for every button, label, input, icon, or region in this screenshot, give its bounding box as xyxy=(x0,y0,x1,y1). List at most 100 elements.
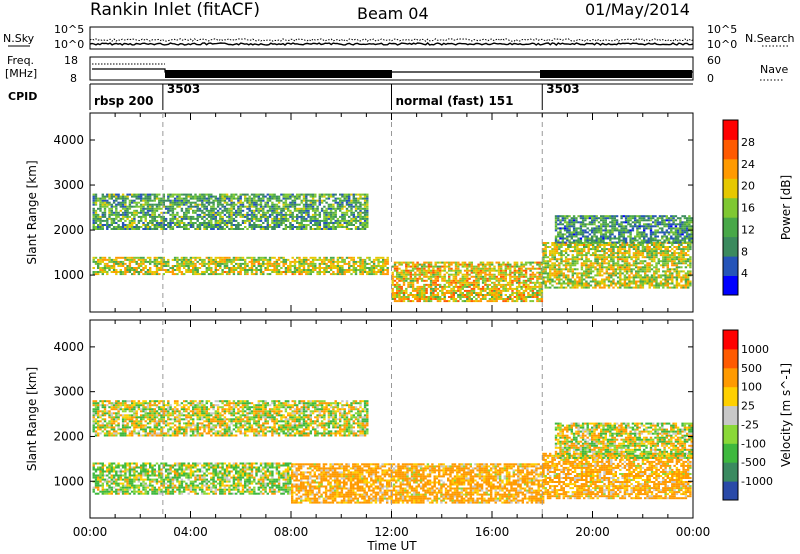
heatmap-cell xyxy=(650,268,654,271)
heatmap-cell xyxy=(450,267,453,270)
heatmap-cell xyxy=(207,226,211,228)
heatmap-cell xyxy=(673,276,676,279)
heatmap-cell xyxy=(250,226,254,228)
heatmap-cell xyxy=(668,254,672,257)
heatmap-cell xyxy=(92,209,95,212)
heatmap-cell xyxy=(579,229,583,232)
heatmap-cell xyxy=(164,211,168,214)
heatmap-cell xyxy=(352,265,355,267)
heatmap-cell xyxy=(500,263,503,266)
heatmap-cell xyxy=(402,300,406,303)
heatmap-cell xyxy=(259,267,263,269)
heatmap-cell xyxy=(583,244,586,246)
heatmap-cell xyxy=(612,286,615,289)
heatmap-cell xyxy=(612,256,615,259)
heatmap-cell xyxy=(117,211,120,214)
heatmap-cell xyxy=(323,258,326,261)
heatmap-cell xyxy=(115,209,118,212)
heatmap-cell xyxy=(546,260,550,263)
heatmap-cell xyxy=(302,199,306,202)
heatmap-cell xyxy=(372,265,376,267)
heatmap-cell xyxy=(176,260,179,263)
heatmap-cell xyxy=(149,260,152,263)
heatmap-cell xyxy=(144,201,147,204)
heatmap-cell xyxy=(571,246,574,248)
heatmap-cell xyxy=(307,271,310,273)
heatmap-cell xyxy=(571,268,574,271)
heatmap-cell xyxy=(632,262,636,265)
heatmap-cell xyxy=(612,254,615,257)
heatmap-cell xyxy=(201,197,204,200)
heatmap-cell xyxy=(429,287,433,290)
heatmap-cell xyxy=(255,213,258,216)
heatmap-cell xyxy=(603,254,606,257)
heatmap-cell xyxy=(180,256,184,259)
heatmap-cell xyxy=(477,285,480,288)
heatmap-cell xyxy=(277,197,281,200)
heatmap-cell xyxy=(110,258,113,261)
heatmap-cell xyxy=(334,209,337,212)
heatmap-cell xyxy=(194,265,197,267)
heatmap-cell xyxy=(352,201,355,204)
heatmap-cell xyxy=(228,256,231,259)
heatmap-cell xyxy=(398,296,401,298)
heatmap-cell xyxy=(452,292,455,294)
heatmap-cell xyxy=(241,213,245,216)
heatmap-cell xyxy=(603,246,606,248)
heatmap-cell xyxy=(684,274,688,277)
heatmap-cell xyxy=(576,252,579,255)
heatmap-cell xyxy=(262,273,265,276)
heatmap-cell xyxy=(300,201,303,204)
heatmap-cell xyxy=(160,269,163,271)
heatmap-cell xyxy=(682,286,685,289)
heatmap-cell xyxy=(551,244,554,246)
heatmap-cell xyxy=(142,262,145,265)
heatmap-cell xyxy=(585,276,588,279)
heatmap-cell xyxy=(237,256,240,259)
heatmap-cell xyxy=(418,289,421,292)
heatmap-cell xyxy=(185,260,188,263)
heatmap-cell xyxy=(668,258,672,261)
heatmap-cell xyxy=(621,272,624,275)
heatmap-cell xyxy=(515,292,519,294)
heatmap-cell xyxy=(481,279,485,282)
heatmap-cell xyxy=(632,244,636,246)
heatmap-cell xyxy=(153,219,156,222)
heatmap-cell xyxy=(572,217,576,220)
heatmap-cell xyxy=(689,244,692,246)
heatmap-cell xyxy=(570,241,573,244)
heatmap-cell xyxy=(659,244,663,246)
heatmap-cell xyxy=(228,219,231,222)
heatmap-cell xyxy=(149,262,152,265)
heatmap-cell xyxy=(146,203,150,206)
heatmap-cell xyxy=(420,277,424,280)
heatmap-cell xyxy=(101,205,104,208)
heatmap-cell xyxy=(534,283,537,286)
heatmap-cell xyxy=(439,265,442,268)
heatmap-cell xyxy=(126,256,129,259)
heatmap-cell xyxy=(207,258,211,261)
heatmap-cell xyxy=(214,256,217,259)
heatmap-cell xyxy=(602,219,605,222)
heatmap-cell xyxy=(121,203,125,206)
heatmap-cell xyxy=(264,201,267,204)
heatmap-cell xyxy=(459,279,462,282)
heatmap-cell xyxy=(183,215,186,218)
heatmap-cell xyxy=(601,256,604,259)
heatmap-cell xyxy=(687,246,690,248)
heatmap-cell xyxy=(126,258,129,261)
heatmap-cell xyxy=(416,281,419,284)
heatmap-cell xyxy=(554,235,558,238)
heatmap-cell xyxy=(187,195,190,198)
heatmap-cell xyxy=(173,193,177,196)
heatmap-cell xyxy=(450,273,453,276)
heatmap-cell xyxy=(402,277,406,280)
heatmap-cell xyxy=(635,258,638,261)
heatmap-cell xyxy=(416,298,419,300)
heatmap-cell xyxy=(553,268,556,271)
heatmap-cell xyxy=(666,284,669,287)
heatmap-cell xyxy=(571,262,574,265)
heatmap-cell xyxy=(169,224,172,226)
heatmap-cell xyxy=(103,197,107,200)
heatmap-cell xyxy=(687,264,690,267)
